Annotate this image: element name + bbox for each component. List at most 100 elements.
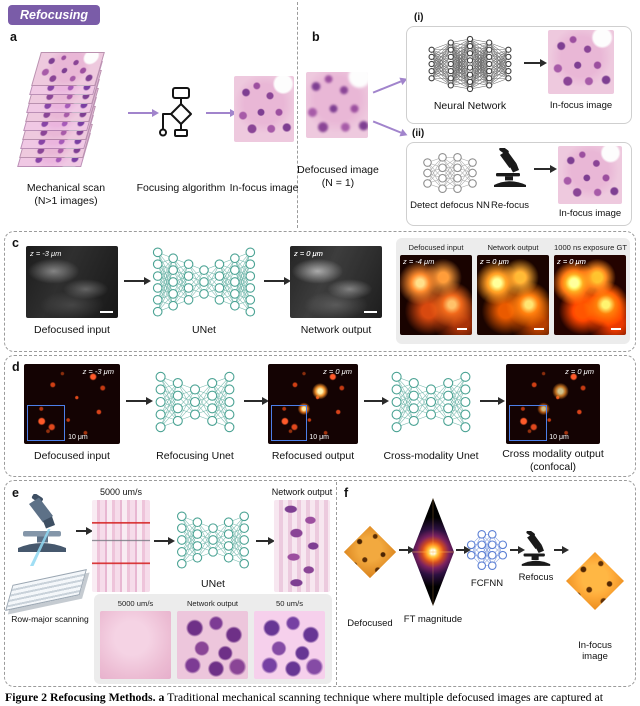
arrow-icon (480, 400, 498, 403)
network-output-image: z = 0 μm (290, 246, 382, 318)
panel-c-label: c (12, 236, 19, 250)
panel-f-label: f (344, 486, 349, 500)
network-output-caption: Network output (300, 324, 372, 336)
arrow-icon (256, 540, 268, 543)
arrow-icon (264, 280, 284, 283)
panel-a-label: a (10, 30, 17, 44)
scale-bar (457, 328, 467, 330)
zoom-inset-box (271, 405, 307, 441)
arrow-icon (510, 549, 518, 552)
refocusing-badge: Refocusing (8, 5, 101, 25)
panel-d-label: d (12, 360, 20, 374)
cross-modality-unet-caption: Cross-modality Unet (383, 450, 479, 462)
ft-magnitude-caption: FT magnitude (403, 614, 463, 625)
inset-col-title: 5000 um/s (117, 599, 154, 608)
inset-col-title: 1000 ns exposure GT (554, 243, 628, 252)
neural-network-diagram (428, 35, 512, 93)
inset-col-title: Network output (186, 599, 239, 608)
fcfnn-caption: FCFNN (470, 578, 504, 589)
panel-b-label: b (312, 30, 320, 44)
arrow-icon (554, 549, 562, 552)
row-major-caption: Row-major scanning (11, 614, 89, 624)
unet-diagram (152, 247, 256, 317)
panel-ef-box (4, 480, 636, 687)
arrow-icon (372, 120, 402, 134)
scale-bar (364, 311, 377, 313)
panel-ef-divider (336, 482, 337, 685)
arrow-icon (524, 62, 540, 65)
microscope-illustration (18, 494, 66, 566)
detect-defocus-caption: Detect defocus NN (410, 200, 490, 211)
panel-c-box (4, 231, 636, 352)
path-i-tag: (i) (414, 12, 424, 23)
defocused-input-caption: Defocused input (34, 450, 110, 462)
defocused-image (306, 72, 368, 138)
detect-defocus-nn-diagram (423, 153, 477, 193)
arrow-icon (206, 112, 230, 115)
network-output-title: Network output (271, 487, 333, 497)
mechanical-scan-caption: Mechanical scan (N>1 images) (26, 182, 106, 207)
arrow-icon (154, 540, 168, 543)
network-output-image (274, 500, 330, 592)
arrow-icon (364, 400, 382, 403)
microscope-icon (521, 531, 551, 566)
defocused-input-caption: Defocused input (34, 324, 110, 336)
defocused-input-image: z = -3 μm 10 μm (24, 364, 120, 444)
unet-caption: UNet (192, 324, 216, 336)
inset-network-output-image: z = 0 μm (477, 255, 549, 335)
inset-col-title: Network output (487, 243, 539, 252)
fast-scan-title: 5000 um/s (99, 487, 143, 497)
refocusing-unet-diagram (155, 371, 235, 433)
refocus-caption: Refocus (518, 572, 554, 583)
scale-bar (534, 328, 544, 330)
scale-bar (611, 328, 621, 330)
inset-fast-scan-image (100, 611, 171, 679)
arrow-icon (128, 112, 152, 115)
arrow-icon (76, 530, 86, 533)
in-focus-caption: In-focus image (558, 208, 622, 219)
arrow-icon (456, 549, 464, 552)
unet-caption: UNet (201, 578, 225, 590)
arrow-icon (534, 168, 550, 171)
arrow-icon (399, 549, 408, 552)
focusing-algorithm-icon (159, 87, 192, 137)
refocused-output-caption: Refocused output (271, 450, 355, 462)
refocusing-unet-caption: Refocusing Unet (156, 450, 234, 462)
inset-col-title: Defocused input (408, 243, 464, 252)
subpanel-letter: a (158, 690, 165, 704)
arrow-icon (244, 400, 262, 403)
mechanical-scan-stack (16, 52, 112, 174)
zoom-inset-box (509, 405, 547, 441)
in-focus-image (548, 30, 614, 94)
inset-network-output-image (177, 611, 248, 679)
cross-modality-unet-diagram (391, 371, 471, 433)
in-focus-image (558, 146, 622, 204)
inset-ground-truth-image: z = 0 μm (554, 255, 626, 335)
inset-defocused-image: z = -4 μm (400, 255, 472, 335)
caption-text: Traditional mechanical scanning techniqu… (167, 690, 604, 704)
unet-diagram (176, 511, 250, 569)
arrow-icon (126, 400, 146, 403)
in-focus-caption: In-focus image (549, 100, 613, 111)
inset-col-title: 50 um/s (275, 599, 303, 608)
in-focus-caption: In-focus image (229, 182, 299, 194)
cross-modality-output-image: z = 0 μm 10 μm (506, 364, 600, 444)
panel-e-label: e (12, 486, 19, 500)
zoom-inset-box (27, 405, 66, 441)
figure-caption: Figure 2 Refocusing Methods. a Tradition… (5, 690, 637, 705)
defocused-input-image: z = -3 μm (26, 246, 118, 318)
in-focus-image (234, 76, 294, 142)
panel-d-box (4, 355, 636, 477)
arrow-icon (124, 280, 144, 283)
panel-ab-divider (297, 2, 298, 228)
defocused-image-caption: Defocused (347, 618, 393, 629)
defocused-image-caption: Defocused image (N = 1) (297, 164, 379, 189)
path-ii-tag: (ii) (412, 128, 425, 139)
arrow-icon (372, 80, 402, 94)
inset-slow-scan-image (254, 611, 325, 679)
fcfnn-diagram (466, 530, 508, 570)
focusing-algorithm-caption: Focusing algorithm (136, 182, 226, 194)
fast-scan-image (92, 500, 150, 592)
figure-number: Figure 2 Refocusing Methods. (5, 690, 156, 704)
